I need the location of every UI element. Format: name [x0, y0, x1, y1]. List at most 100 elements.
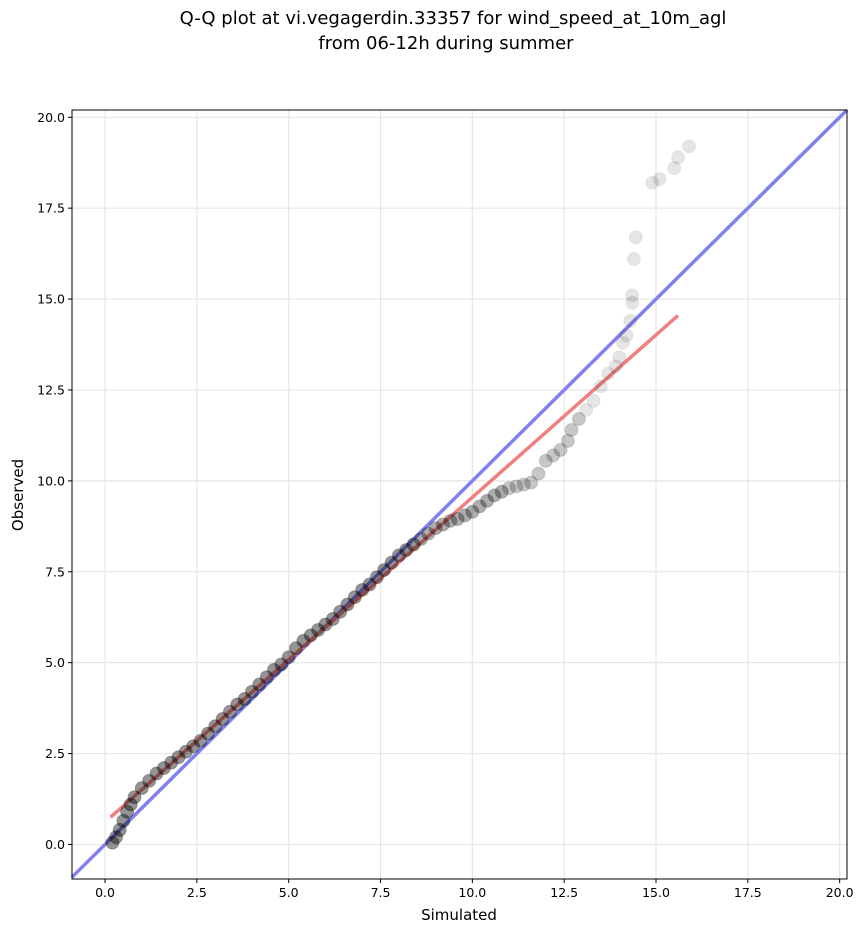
data-point [450, 512, 465, 527]
data-point [502, 481, 517, 496]
data-point [413, 532, 428, 547]
data-point [628, 230, 643, 245]
data-point [531, 466, 546, 481]
x-tick-label: 15.0 [642, 885, 670, 900]
y-tick-label: 12.5 [37, 382, 65, 397]
data-point [318, 617, 333, 632]
data-point [586, 393, 601, 408]
data-point [625, 295, 640, 310]
data-point [538, 453, 553, 468]
x-axis-ticks: 0.0 2.5 5.0 7.5 10.0 12.5 15.0 17.5 20.0 [95, 879, 854, 900]
data-point [593, 379, 608, 394]
chart-title-line2: from 06-12h during summer [318, 33, 574, 54]
data-point [435, 517, 450, 532]
x-tick-label: 17.5 [734, 885, 762, 900]
data-point [267, 662, 282, 677]
data-point [123, 797, 138, 812]
data-point [259, 670, 274, 685]
data-point [116, 813, 131, 828]
y-tick-label: 15.0 [37, 292, 65, 307]
x-axis-label: Simulated [421, 906, 497, 924]
data-point [112, 822, 127, 837]
data-point [362, 577, 377, 592]
data-point [186, 739, 201, 754]
data-point [406, 537, 421, 552]
data-point [164, 755, 179, 770]
data-point [311, 622, 326, 637]
data-point [303, 628, 318, 643]
data-point [458, 508, 473, 523]
data-point [399, 542, 414, 557]
data-point [682, 139, 697, 154]
data-point [347, 590, 362, 605]
data-point [333, 604, 348, 619]
data-point [623, 313, 638, 328]
data-point [625, 288, 640, 303]
y-axis-label: Observed [9, 459, 27, 531]
data-point [509, 479, 524, 494]
grid [72, 110, 847, 879]
data-point [608, 359, 623, 374]
data-point [377, 562, 392, 577]
x-tick-label: 0.0 [95, 885, 115, 900]
data-point [652, 172, 667, 187]
data-point [289, 641, 304, 656]
data-point [134, 781, 149, 796]
data-point [601, 366, 616, 381]
data-point [516, 477, 531, 492]
data-point [612, 350, 627, 365]
data-point [421, 526, 436, 541]
data-point [281, 650, 296, 665]
identity-line [70, 108, 849, 879]
data-point [579, 402, 594, 417]
data-point [546, 448, 561, 463]
data-point [120, 804, 135, 819]
y-axis-ticks: 0.0 2.5 5.0 7.5 10.0 12.5 15.0 17.5 20.0 [37, 110, 72, 852]
fit-line [109, 314, 680, 819]
x-tick-label: 7.5 [371, 885, 391, 900]
data-point [494, 484, 509, 499]
data-point [626, 252, 641, 267]
plot-frame [71, 109, 848, 880]
y-tick-label: 20.0 [37, 110, 65, 125]
data-point [340, 597, 355, 612]
data-point [667, 161, 682, 176]
x-tick-label: 5.0 [279, 885, 299, 900]
data-point [222, 704, 237, 719]
data-point [142, 773, 157, 788]
data-point [355, 582, 370, 597]
data-point [615, 335, 630, 350]
y-tick-label: 17.5 [37, 201, 65, 216]
data-point [244, 684, 259, 699]
data-point [208, 719, 223, 734]
data-point [193, 733, 208, 748]
data-point [178, 744, 193, 759]
chart-title-line1: Q-Q plot at vi.vegagerdin.33357 for wind… [180, 8, 727, 29]
x-tick-label: 10.0 [458, 885, 486, 900]
data-point [443, 513, 458, 528]
x-tick-label: 20.0 [826, 885, 854, 900]
y-tick-label: 7.5 [45, 564, 65, 579]
data-point [391, 548, 406, 563]
data-point [487, 488, 502, 503]
data-point [200, 726, 215, 741]
data-point [671, 150, 686, 165]
data-point [171, 750, 186, 765]
data-point [560, 433, 575, 448]
data-point [325, 612, 340, 627]
x-tick-label: 12.5 [550, 885, 578, 900]
data-point [296, 633, 311, 648]
data-point [472, 499, 487, 514]
data-point [384, 555, 399, 570]
x-tick-label: 2.5 [187, 885, 207, 900]
data-point [553, 442, 568, 457]
y-tick-label: 10.0 [37, 473, 65, 488]
data-point [274, 657, 289, 672]
y-tick-label: 0.0 [45, 837, 65, 852]
data-point [105, 835, 120, 850]
data-point [428, 521, 443, 536]
data-point [215, 712, 230, 727]
data-point [465, 504, 480, 519]
data-point [524, 475, 539, 490]
